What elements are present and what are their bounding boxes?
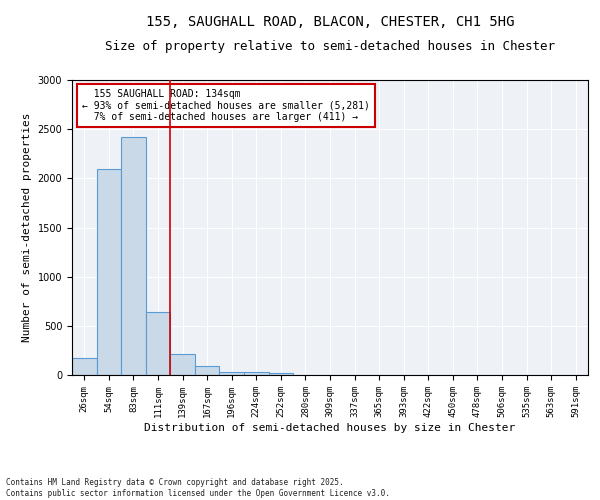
Bar [170, 354, 195, 375]
Bar [195, 366, 220, 375]
Bar [97, 170, 121, 375]
Bar [269, 373, 293, 375]
Text: 155 SAUGHALL ROAD: 134sqm
← 93% of semi-detached houses are smaller (5,281)
  7%: 155 SAUGHALL ROAD: 134sqm ← 93% of semi-… [82, 89, 370, 122]
Text: 155, SAUGHALL ROAD, BLACON, CHESTER, CH1 5HG: 155, SAUGHALL ROAD, BLACON, CHESTER, CH1… [146, 15, 514, 29]
Text: Contains HM Land Registry data © Crown copyright and database right 2025.
Contai: Contains HM Land Registry data © Crown c… [6, 478, 390, 498]
X-axis label: Distribution of semi-detached houses by size in Chester: Distribution of semi-detached houses by … [145, 422, 515, 432]
Bar [72, 358, 97, 375]
Bar [220, 372, 244, 375]
Text: Size of property relative to semi-detached houses in Chester: Size of property relative to semi-detach… [105, 40, 555, 53]
Bar [146, 312, 170, 375]
Y-axis label: Number of semi-detached properties: Number of semi-detached properties [22, 113, 32, 342]
Bar [244, 372, 269, 375]
Bar [121, 137, 146, 375]
